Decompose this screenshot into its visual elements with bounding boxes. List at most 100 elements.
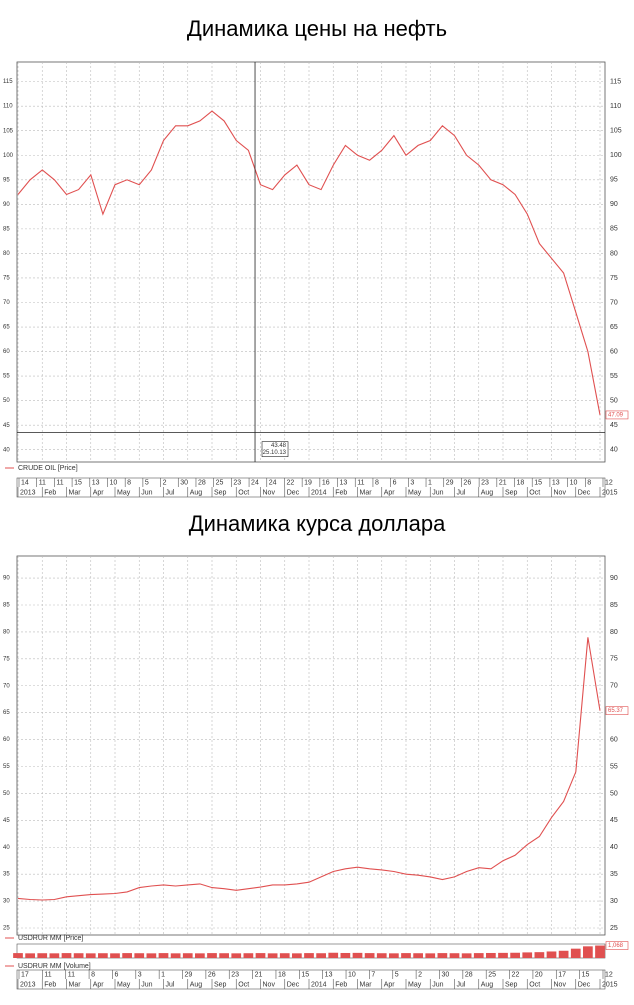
volume-bar bbox=[49, 953, 60, 958]
volume-bar bbox=[292, 953, 302, 958]
y-tick-label: 55 bbox=[610, 763, 618, 770]
volume-bar bbox=[546, 951, 557, 958]
y-tick-label: 65 bbox=[3, 325, 10, 331]
x-tick-label: Feb bbox=[335, 489, 347, 496]
volume-value-box bbox=[605, 941, 629, 950]
y-tick-label: 80 bbox=[610, 250, 618, 257]
date-axis bbox=[16, 969, 606, 990]
last-value-box bbox=[605, 706, 629, 715]
volume-bar bbox=[255, 953, 266, 958]
x-day-label: 18 bbox=[517, 479, 525, 486]
y-tick-label: 50 bbox=[610, 790, 618, 797]
x-day-label: 15 bbox=[301, 971, 309, 978]
x-tick-label: Jul bbox=[457, 489, 466, 496]
x-day-label: 6 bbox=[393, 479, 397, 486]
y-tick-label: 35 bbox=[3, 872, 10, 878]
y-tick-label: 55 bbox=[3, 764, 10, 770]
x-day-label: 11 bbox=[56, 479, 63, 486]
x-tick-label: May bbox=[408, 489, 422, 496]
x-day-label: 7 bbox=[371, 971, 375, 978]
y-tick-label: 85 bbox=[3, 603, 10, 609]
x-day-label: 22 bbox=[512, 971, 520, 978]
y-tick-label: 115 bbox=[3, 79, 13, 85]
x-tick-label: Feb bbox=[44, 981, 56, 988]
y-tick-label: 50 bbox=[3, 398, 10, 404]
x-day-label: 11 bbox=[39, 479, 46, 486]
y-tick-label: 50 bbox=[610, 397, 618, 404]
volume-bar bbox=[413, 953, 423, 958]
legend-label: USDRUR MM [Volume] bbox=[18, 963, 91, 970]
volume-bar bbox=[522, 952, 533, 958]
x-tick-label: Feb bbox=[44, 489, 56, 496]
x-day-label: 28 bbox=[465, 971, 473, 978]
x-day-label: 15 bbox=[534, 479, 542, 486]
volume-bar bbox=[146, 953, 157, 958]
y-tick-label: 35 bbox=[610, 871, 618, 878]
x-day-label: 24 bbox=[251, 479, 259, 486]
x-tick-label: Apr bbox=[384, 981, 396, 988]
last-value-label: 65.37 bbox=[608, 708, 624, 714]
x-tick-label: 2013 bbox=[20, 489, 36, 496]
volume-bar bbox=[231, 953, 242, 958]
y-tick-label: 45 bbox=[610, 817, 618, 824]
y-tick-label: 70 bbox=[610, 299, 618, 306]
volume-bar bbox=[389, 953, 399, 958]
x-tick-label: Mar bbox=[69, 489, 82, 496]
x-tick-label: 2015 bbox=[602, 981, 618, 988]
y-tick-label: 65 bbox=[3, 710, 10, 716]
x-day-label: 5 bbox=[395, 971, 399, 978]
x-day-label: 3 bbox=[410, 479, 414, 486]
x-day-label: 30 bbox=[441, 971, 449, 978]
volume-bar bbox=[340, 952, 351, 958]
x-day-label: 30 bbox=[180, 479, 188, 486]
volume-bar bbox=[376, 953, 387, 958]
x-tick-label: Jul bbox=[166, 981, 175, 988]
x-day-label: 12 bbox=[605, 971, 613, 978]
volume-bar bbox=[486, 952, 496, 958]
volume-bar bbox=[195, 953, 205, 958]
x-tick-label: 2015 bbox=[602, 489, 618, 496]
crosshair-value: 43.48 bbox=[271, 443, 287, 449]
x-day-label: 8 bbox=[375, 479, 379, 486]
x-tick-label: Apr bbox=[93, 981, 105, 988]
x-tick-label: Nov bbox=[554, 489, 567, 496]
x-day-label: 13 bbox=[552, 479, 560, 486]
volume-bar bbox=[498, 952, 508, 958]
last-value-box bbox=[605, 410, 629, 420]
x-day-label: 15 bbox=[582, 971, 590, 978]
y-tick-label: 40 bbox=[610, 447, 618, 454]
y-tick-label: 45 bbox=[3, 818, 10, 824]
x-day-label: 23 bbox=[233, 479, 241, 486]
volume-bar bbox=[61, 953, 72, 958]
y-tick-label: 40 bbox=[3, 447, 10, 453]
volume-bar bbox=[134, 953, 145, 958]
x-tick-label: May bbox=[117, 489, 131, 496]
x-day-label: 8 bbox=[127, 479, 131, 486]
volume-bar bbox=[352, 952, 363, 958]
volume-bar bbox=[170, 953, 181, 958]
y-tick-label: 115 bbox=[610, 78, 621, 85]
x-tick-label: Sep bbox=[505, 981, 518, 988]
x-day-label: 18 bbox=[278, 971, 286, 978]
volume-bar bbox=[13, 953, 23, 958]
x-day-label: 21 bbox=[499, 479, 507, 486]
volume-bar bbox=[98, 953, 108, 958]
x-tick-label: Sep bbox=[214, 489, 227, 496]
volume-bar bbox=[182, 953, 193, 958]
x-day-label: 23 bbox=[481, 479, 489, 486]
x-day-label: 16 bbox=[322, 479, 330, 486]
y-tick-label: 60 bbox=[610, 736, 618, 743]
volume-bar bbox=[304, 953, 314, 958]
x-day-label: 22 bbox=[286, 479, 294, 486]
y-tick-label: 60 bbox=[3, 349, 10, 355]
x-day-label: 19 bbox=[304, 479, 312, 486]
volume-bar bbox=[219, 953, 229, 958]
x-tick-label: Nov bbox=[263, 981, 276, 988]
x-tick-label: Aug bbox=[190, 981, 203, 988]
x-day-label: 10 bbox=[109, 479, 117, 486]
y-tick-label: 70 bbox=[3, 683, 10, 689]
volume-bar bbox=[534, 952, 545, 958]
x-tick-label: Jul bbox=[457, 981, 466, 988]
y-tick-label: 85 bbox=[610, 602, 618, 609]
